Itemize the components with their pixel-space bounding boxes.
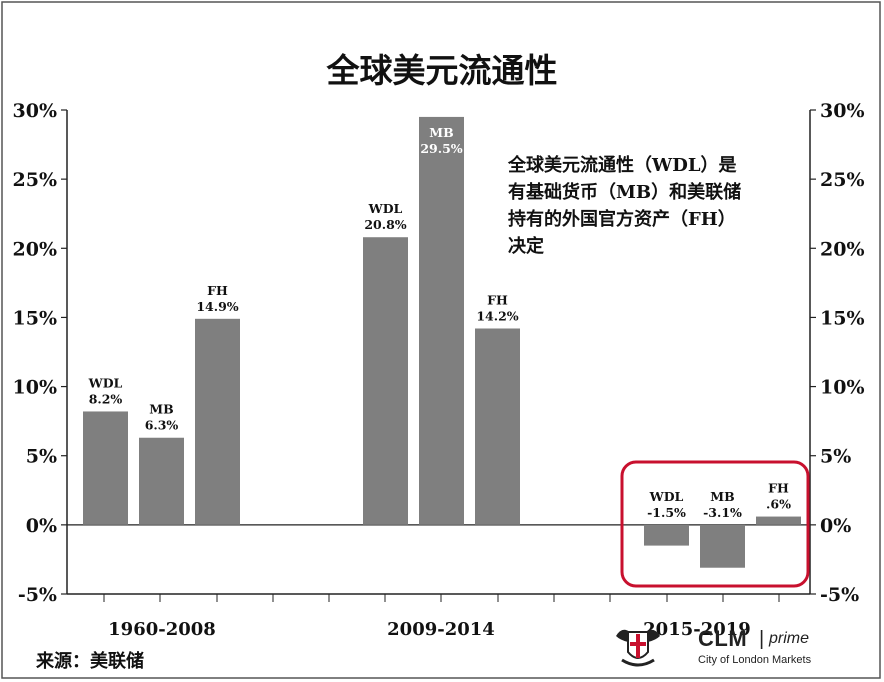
logo-tagline: prime [769, 630, 810, 647]
bar-2009-2014-MB [419, 116, 464, 525]
logo-brand: CLM [698, 626, 748, 651]
bar-series-label: MB [710, 489, 734, 504]
y-tick-label-right: 25% [820, 169, 865, 191]
bar-1960-2008-WDL [83, 411, 128, 525]
annotation-line: 持有的外国官方资产（FH） [508, 208, 736, 230]
annotation-line: 全球美元流通性（WDL）是 [507, 154, 736, 176]
y-tick-label-left: 0% [26, 515, 57, 537]
bar-series-label: FH [768, 481, 789, 496]
y-tick-label-right: 0% [820, 515, 851, 537]
bar-1960-2008-MB [139, 437, 184, 525]
annotation-line: 决定 [508, 235, 544, 257]
y-tick-label-left: 5% [26, 446, 57, 468]
source-note: 来源：美联储 [36, 651, 144, 672]
bar-series-label: MB [149, 402, 173, 417]
bar-1960-2008-FH [195, 318, 240, 525]
bar-value-label: 20.8% [364, 217, 406, 232]
bar-2009-2014-WDL [363, 237, 408, 525]
y-tick-label-right: 10% [820, 377, 865, 399]
bar-series-label: FH [207, 283, 228, 298]
bar-value-label: -3.1% [703, 505, 742, 520]
y-tick-label-right: 30% [820, 100, 865, 122]
highlight-box [620, 460, 810, 588]
y-tick-label-left: 10% [13, 377, 58, 399]
bar-2015-2019-FH [756, 516, 801, 525]
bar-2015-2019-WDL [644, 524, 689, 546]
bar-series-label: WDL [649, 489, 684, 504]
bar-series-label: WDL [368, 201, 403, 216]
bar-value-label: 8.2% [89, 391, 123, 406]
bar-series-label: FH [487, 292, 508, 307]
y-tick-label-right: 5% [820, 446, 851, 468]
y-tick-label-left: 30% [13, 100, 58, 122]
axes: -5% -5% 0% 0% 5% 5% 10% 10% 15% 15% 20% 20% 25% 25% 30… [13, 100, 865, 606]
bar-value-label: .6% [766, 497, 791, 512]
bar-value-label: 14.2% [476, 308, 518, 323]
bar-2015-2019-MB [700, 524, 745, 568]
logo-subtitle: City of London Markets [698, 654, 812, 666]
y-tick-label-right: 20% [820, 238, 865, 260]
chart-title: 全球美元流通性 [326, 51, 558, 90]
bar-value-label: 6.3% [145, 418, 179, 433]
group-label: 1960-2008 [108, 619, 216, 640]
y-tick-label-left: 20% [13, 238, 58, 260]
y-tick-label-right: -5% [820, 584, 859, 606]
bar-value-label: 29.5% [420, 141, 462, 156]
y-tick-label-left: -5% [18, 584, 57, 606]
bar-series-label: MB [429, 125, 453, 140]
group-label: 2009-2014 [387, 619, 495, 640]
city-crest-icon [616, 629, 660, 667]
clm-logo: CLM | prime City of London Markets [612, 622, 832, 670]
y-tick-label-right: 15% [820, 307, 865, 329]
bars: WDL8.2%MB6.3%FH14.9%1960-2008WDL20.8%MB2… [83, 116, 810, 640]
annotation-line: 有基础货币（MB）和美联储 [508, 181, 741, 203]
y-tick-label-left: 15% [13, 307, 58, 329]
y-tick-label-left: 25% [13, 169, 58, 191]
bar-series-label: WDL [88, 375, 123, 390]
bar-value-label: -1.5% [647, 505, 686, 520]
logo-separator: | [759, 628, 765, 650]
bar-value-label: 14.9% [196, 299, 238, 314]
bar-2009-2014-FH [475, 328, 520, 525]
group-label: 2015-2019 [643, 619, 751, 640]
